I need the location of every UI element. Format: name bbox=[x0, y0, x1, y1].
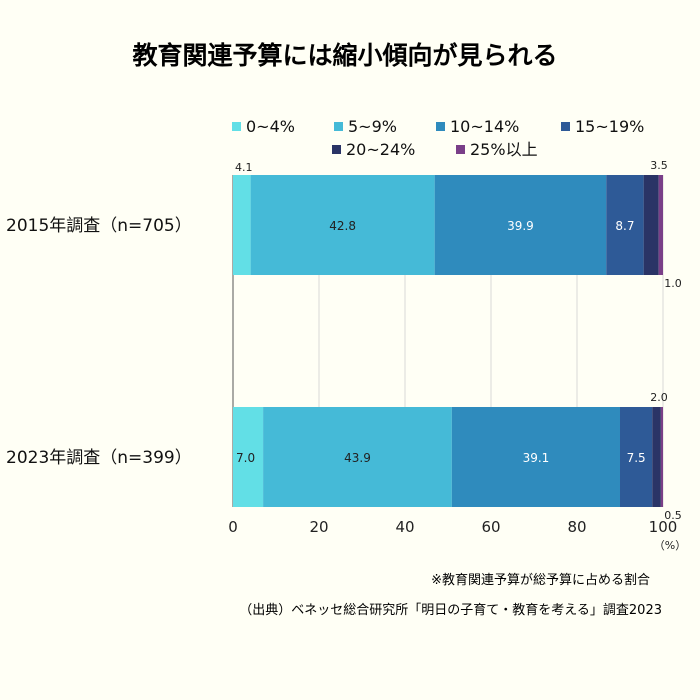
legend-swatch-4 bbox=[561, 122, 570, 131]
data-label-1-5: 3.5 bbox=[650, 159, 668, 172]
x-tick-label-60: 60 bbox=[481, 518, 500, 536]
bar-segment-1-6 bbox=[658, 175, 663, 275]
bar-segment-1-4 bbox=[606, 175, 644, 275]
bar-segment-2-1 bbox=[233, 407, 264, 507]
bar-segment-1-3 bbox=[434, 175, 607, 275]
footnote: ※教育関連予算が総予算に占める割合 bbox=[431, 572, 650, 588]
bar-segment-2-5 bbox=[652, 407, 661, 507]
legend-label-1: 0~4% bbox=[246, 117, 295, 136]
data-label-2-2: 43.9 bbox=[344, 451, 371, 465]
data-label-2-6: 0.5 bbox=[664, 509, 682, 522]
bar-segment-2-3 bbox=[451, 407, 620, 507]
data-label-1-6: 1.0 bbox=[664, 277, 682, 290]
legend-swatch-6 bbox=[456, 145, 465, 154]
data-label-2-3: 39.1 bbox=[523, 451, 550, 465]
x-axis-unit: （%） bbox=[654, 539, 686, 552]
data-label-1-4: 8.7 bbox=[615, 219, 634, 233]
legend-label-2: 5~9% bbox=[348, 117, 397, 136]
legend-label-4: 15~19% bbox=[575, 117, 644, 136]
chart-title: 教育関連予算には縮小傾向が見られる bbox=[132, 41, 557, 70]
source-note: （出典）ベネッセ総合研究所「明日の子育て・教育を考える」調査2023 bbox=[239, 602, 662, 618]
x-tick-label-100: 100 bbox=[649, 518, 678, 536]
bar-segment-1-2 bbox=[250, 175, 435, 275]
data-label-1-3: 39.9 bbox=[507, 219, 534, 233]
legend-label-5: 20~24% bbox=[346, 140, 415, 159]
x-tick-label-20: 20 bbox=[309, 518, 328, 536]
data-labels: 4.1 42.8 39.9 8.7 3.5 1.0 7.0 43.9 39.1 7.5 2.0 0.5 bbox=[235, 159, 682, 522]
legend-label-3: 10~14% bbox=[450, 117, 519, 136]
data-label-2-5: 2.0 bbox=[650, 391, 668, 404]
bar-segment-2-6 bbox=[660, 407, 663, 507]
category-label-2: 2023年調査（n=399） bbox=[6, 448, 192, 468]
category-label-1: 2015年調査（n=705） bbox=[6, 216, 192, 236]
bar-segment-1-1 bbox=[233, 175, 251, 275]
x-tick-label-0: 0 bbox=[228, 518, 238, 536]
category-labels: 2015年調査（n=705） 2023年調査（n=399） bbox=[6, 216, 192, 468]
legend-swatch-3 bbox=[436, 122, 445, 131]
bar-segment-1-5 bbox=[643, 175, 659, 275]
data-label-1-1: 4.1 bbox=[235, 161, 253, 174]
data-label-2-1: 7.0 bbox=[236, 451, 255, 465]
legend-swatch-1 bbox=[232, 122, 241, 131]
data-label-2-4: 7.5 bbox=[627, 451, 646, 465]
legend-swatch-5 bbox=[332, 145, 341, 154]
bar-segment-2-2 bbox=[263, 407, 452, 507]
data-label-1-2: 42.8 bbox=[329, 219, 356, 233]
bar-segment-2-4 bbox=[620, 407, 653, 507]
legend-swatch-2 bbox=[334, 122, 343, 131]
x-axis: 0 20 40 60 80 100 （%） bbox=[228, 518, 686, 552]
bars bbox=[233, 175, 663, 507]
x-tick-label-40: 40 bbox=[395, 518, 414, 536]
legend: 0~4% 5~9% 10~14% 15~19% 20~24% 25%以上 bbox=[232, 117, 644, 159]
x-tick-label-80: 80 bbox=[567, 518, 586, 536]
legend-label-6: 25%以上 bbox=[470, 140, 538, 159]
